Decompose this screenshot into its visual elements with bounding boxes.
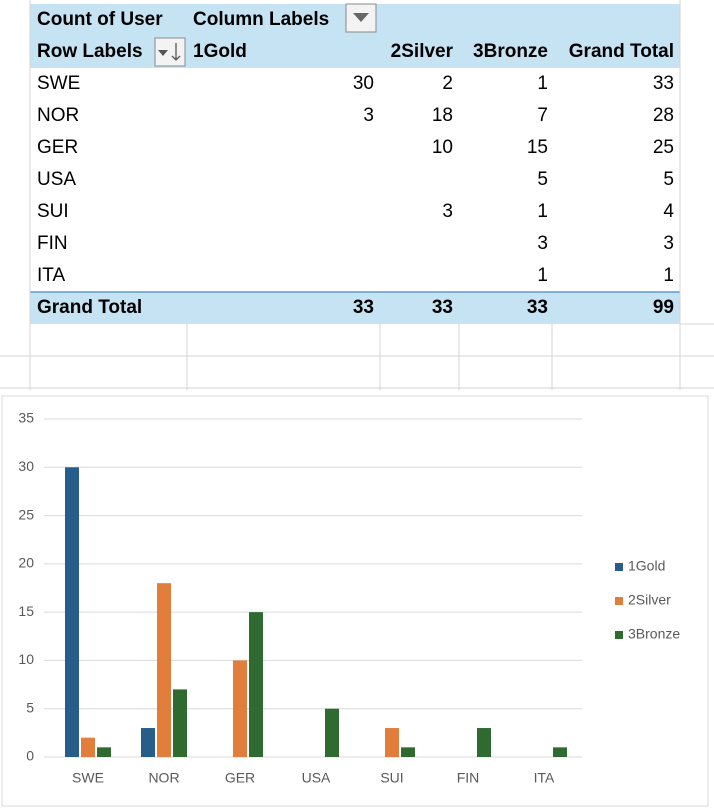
column-labels: Column Labels xyxy=(193,9,329,30)
bar xyxy=(477,728,491,757)
cell: 1 xyxy=(537,201,548,222)
x-tick-label: NOR xyxy=(148,770,179,786)
total-cell: 99 xyxy=(653,297,674,318)
row-labels: Row Labels xyxy=(37,41,143,62)
x-tick-label: ITA xyxy=(534,770,555,786)
cell: 18 xyxy=(432,105,453,126)
x-tick-label: GER xyxy=(225,770,255,786)
legend-swatch xyxy=(615,631,623,639)
y-tick-label: 30 xyxy=(18,458,34,474)
y-tick-label: 25 xyxy=(18,506,34,522)
cell: 25 xyxy=(653,137,674,158)
cell: 7 xyxy=(537,105,548,126)
bar xyxy=(97,747,111,757)
total-cell: 33 xyxy=(353,297,374,318)
cell: 1 xyxy=(537,73,548,94)
bar xyxy=(385,728,399,757)
cell: 15 xyxy=(527,137,548,158)
bar xyxy=(401,747,415,757)
bar xyxy=(173,689,187,757)
column-header: Grand Total xyxy=(569,41,674,62)
bar xyxy=(141,728,155,757)
cell: 3 xyxy=(537,233,548,254)
filter-button[interactable] xyxy=(345,3,377,33)
row-label: SUI xyxy=(37,201,69,222)
total-cell: 33 xyxy=(527,297,548,318)
cell: 30 xyxy=(353,73,374,94)
y-tick-label: 15 xyxy=(18,603,34,619)
cell: 4 xyxy=(663,201,674,222)
cell: 1 xyxy=(537,265,548,286)
bar xyxy=(233,660,247,757)
row-label: ITA xyxy=(37,265,65,286)
legend-swatch xyxy=(615,597,623,605)
cell: 10 xyxy=(432,137,453,158)
cell: 5 xyxy=(663,169,674,190)
bar xyxy=(65,467,79,757)
sort-button[interactable] xyxy=(154,37,186,67)
chart-frame xyxy=(1,395,709,807)
cell: 3 xyxy=(442,201,453,222)
x-tick-label: SWE xyxy=(72,770,104,786)
sheet-grid xyxy=(0,0,714,390)
total-band xyxy=(30,292,680,324)
column-header: 3Bronze xyxy=(473,41,548,62)
row-label: GER xyxy=(37,137,78,158)
legend-label: 3Bronze xyxy=(628,626,680,642)
cell: 2 xyxy=(442,73,453,94)
x-tick-label: FIN xyxy=(457,770,480,786)
cell: 33 xyxy=(653,73,674,94)
cell: 1 xyxy=(663,265,674,286)
total-cell: 33 xyxy=(432,297,453,318)
cell: 5 xyxy=(537,169,548,190)
row-label: NOR xyxy=(37,105,79,126)
y-tick-label: 35 xyxy=(18,410,34,426)
row-label: SWE xyxy=(37,73,80,94)
y-tick-label: 0 xyxy=(26,748,34,764)
column-header: 1Gold xyxy=(193,41,247,62)
bar xyxy=(81,737,95,757)
y-tick-label: 20 xyxy=(18,555,34,571)
column-header: 2Silver xyxy=(391,41,454,62)
bar xyxy=(325,708,339,757)
x-tick-label: SUI xyxy=(380,770,403,786)
cell: 3 xyxy=(663,233,674,254)
y-tick-label: 10 xyxy=(18,651,34,667)
corner-label: Count of User xyxy=(37,9,163,30)
legend-label: 1Gold xyxy=(628,558,665,574)
cell: 28 xyxy=(653,105,674,126)
cell: 3 xyxy=(363,105,374,126)
y-tick-label: 5 xyxy=(26,699,34,715)
x-tick-label: USA xyxy=(302,770,331,786)
total-label: Grand Total xyxy=(37,297,142,318)
bar xyxy=(553,747,567,757)
bar xyxy=(157,583,171,757)
row-label: USA xyxy=(37,169,76,190)
row-label: FIN xyxy=(37,233,68,254)
legend-swatch xyxy=(615,563,623,571)
legend-label: 2Silver xyxy=(628,592,671,608)
bar xyxy=(249,612,263,757)
